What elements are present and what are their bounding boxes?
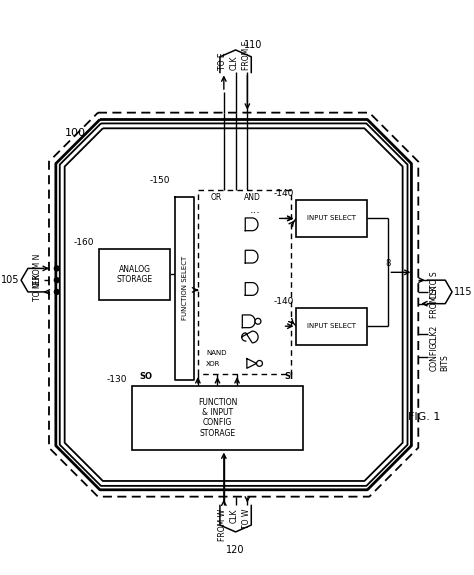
Text: 115: 115 [454,287,472,297]
Text: CLK: CLK [33,273,42,288]
Text: TO N: TO N [33,282,42,301]
Text: 100: 100 [64,128,86,139]
Text: TO W: TO W [242,508,251,529]
Text: OR: OR [210,193,222,202]
Polygon shape [245,218,258,231]
Text: -140: -140 [274,189,294,198]
Polygon shape [245,282,258,296]
Text: SI: SI [284,372,293,381]
Text: CLK: CLK [230,508,239,523]
Text: SO: SO [140,372,153,381]
Text: FROM N: FROM N [33,253,42,283]
Polygon shape [60,124,408,486]
Text: -150: -150 [149,176,170,185]
Text: TO S: TO S [429,271,438,289]
Text: 105: 105 [1,275,19,285]
Text: TO E: TO E [219,52,228,70]
Text: XOR: XOR [206,362,220,367]
Circle shape [255,319,261,324]
Polygon shape [247,359,256,368]
Text: CLK: CLK [230,55,239,70]
Text: FUNCTION SELECT: FUNCTION SELECT [182,256,188,320]
Text: NAND: NAND [206,350,227,356]
Circle shape [55,289,59,294]
Text: -130: -130 [106,375,127,384]
Text: 8: 8 [386,259,391,269]
Text: AND: AND [244,193,261,202]
Text: CLK2: CLK2 [429,324,438,344]
Circle shape [55,278,59,282]
Polygon shape [56,120,411,490]
Polygon shape [175,197,194,380]
Bar [199,190,292,374]
Text: FIG. 1: FIG. 1 [408,412,440,422]
Text: FUNCTION
& INPUT
CONFIG
STORAGE: FUNCTION & INPUT CONFIG STORAGE [198,398,237,438]
Text: FROM S: FROM S [429,289,438,319]
Polygon shape [242,331,258,343]
Text: CLK: CLK [429,285,438,299]
Text: -160: -160 [74,238,94,247]
Text: FROM E: FROM E [242,40,251,70]
Text: INPUT SELECT: INPUT SELECT [307,216,356,221]
Bar [132,386,303,450]
Polygon shape [49,113,418,497]
Polygon shape [242,315,255,328]
Text: ANALOG
STORAGE: ANALOG STORAGE [117,264,153,284]
Polygon shape [64,128,402,481]
Text: FROM W: FROM W [219,508,228,540]
Circle shape [55,266,59,271]
Text: 120: 120 [227,545,245,555]
Bar [100,249,170,300]
Bar [296,308,367,345]
Text: 110: 110 [244,40,263,50]
Text: INPUT SELECT: INPUT SELECT [307,323,356,329]
Bar [296,200,367,237]
Text: -140: -140 [274,297,294,306]
Polygon shape [245,250,258,263]
Text: ...: ... [249,205,260,214]
Circle shape [256,361,263,366]
Text: CONFIG
BITS: CONFIG BITS [429,342,449,371]
